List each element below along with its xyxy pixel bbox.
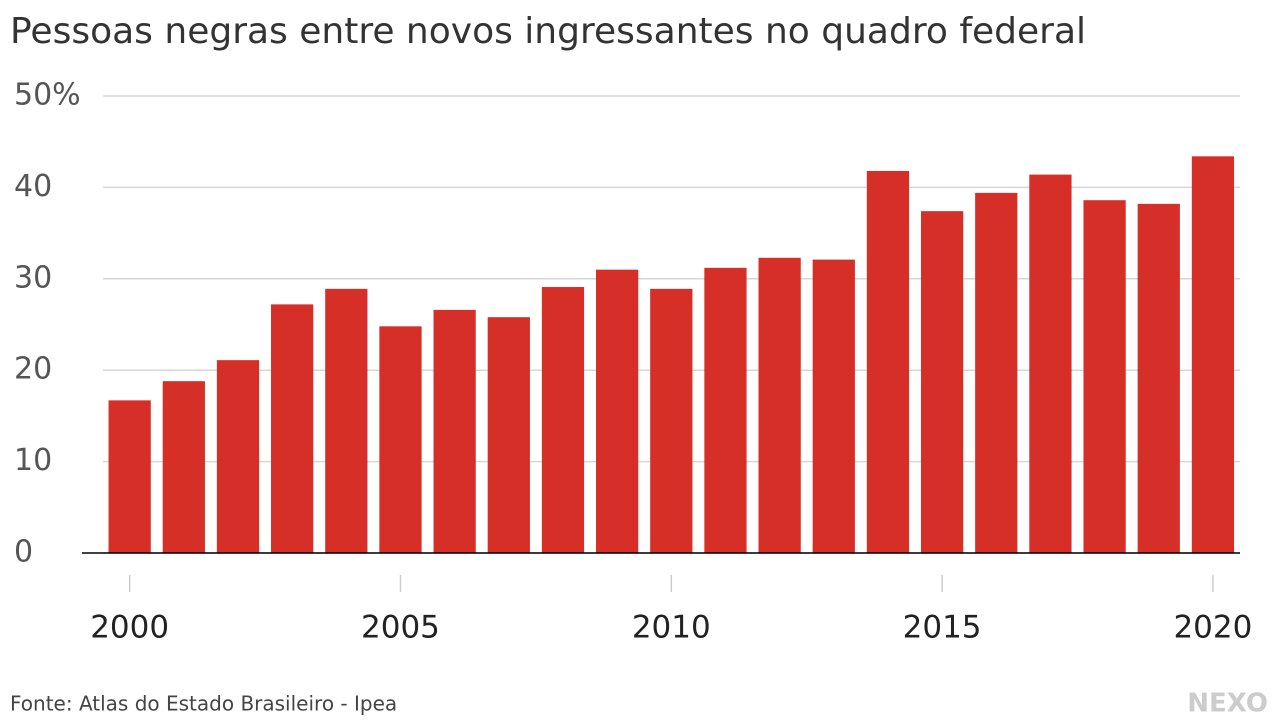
chart-title: Pessoas negras entre novos ingressantes … — [10, 11, 1086, 52]
x-tick-label: 2000 — [90, 610, 169, 646]
bar — [325, 288, 368, 553]
bar — [920, 211, 964, 553]
x-tick-label: 2020 — [1173, 610, 1252, 646]
x-tick-label: 2010 — [632, 610, 711, 646]
y-tick-label: 20 — [14, 352, 52, 387]
bar — [975, 192, 1018, 553]
bar — [271, 304, 314, 553]
bar — [1137, 203, 1180, 554]
bar — [433, 309, 476, 553]
bar — [650, 288, 693, 553]
bar — [812, 259, 855, 553]
bar — [1029, 174, 1072, 553]
y-tick-label: 0 — [14, 535, 33, 570]
y-tick-label: 10 — [14, 443, 52, 478]
logo: NEXO — [1187, 689, 1268, 719]
y-tick-label: 40 — [14, 169, 52, 204]
y-tick-label: 30 — [14, 260, 52, 295]
bar — [704, 267, 747, 553]
bar — [541, 287, 585, 553]
bar — [487, 317, 530, 553]
bar — [758, 257, 801, 553]
y-tick-label: 50% — [14, 78, 81, 113]
bar — [596, 269, 639, 553]
bar — [216, 360, 260, 553]
x-tick-label: 2015 — [903, 610, 982, 646]
bar — [379, 326, 422, 553]
x-tick-label: 2005 — [361, 610, 440, 646]
bar — [162, 381, 205, 553]
bar — [866, 170, 910, 553]
source: Fonte: Atlas do Estado Brasileiro - Ipea — [10, 692, 397, 716]
bar — [1191, 156, 1235, 553]
bar — [108, 400, 151, 553]
bar — [1083, 200, 1126, 554]
